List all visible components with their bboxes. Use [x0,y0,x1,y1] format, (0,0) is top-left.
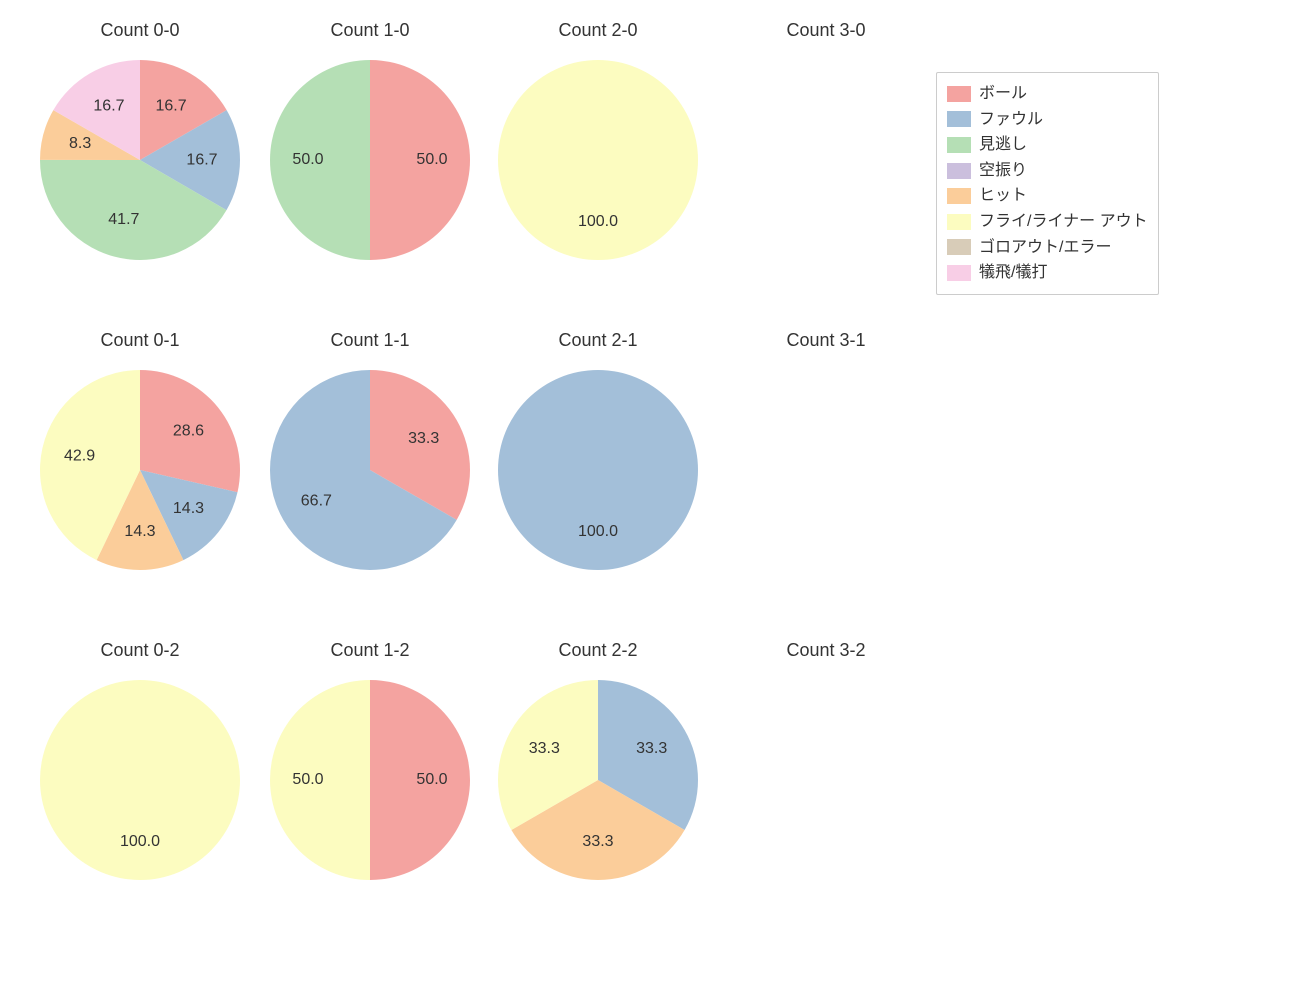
pie-panel: Count 0-0 16.7 16.7 41.7 8.3 16.7 [30,20,250,300]
pie-slice-label: 14.3 [124,523,155,540]
pie-chart: 28.6 14.3 14.3 42.9 [40,370,240,570]
legend-label: 犠飛/犠打 [979,260,1047,286]
panel-title: Count 1-0 [260,20,480,41]
panel-title: Count 2-0 [488,20,708,41]
pie-chart: 33.3 33.3 33.3 [498,680,698,880]
pie-wrap: 33.3 33.3 33.3 [498,680,698,885]
pie-slice-label: 50.0 [292,771,323,788]
pie-panel: Count 2-0 100.0 [488,20,708,300]
pie-chart: 33.3 66.7 [270,370,470,570]
legend-label: ボール [979,81,1027,107]
pie-panel: Count 2-1 100.0 [488,330,708,610]
legend-swatch [947,163,971,179]
panel-title: Count 3-2 [716,640,936,661]
legend-item: 見逃し [947,132,1148,158]
legend-label: ファウル [979,107,1043,133]
pie-chart: 50.0 50.0 [270,60,470,260]
pie-panel: Count 1-2 50.0 50.0 [260,640,480,920]
pie-slice-label: 33.3 [636,740,667,757]
pie-chart [726,370,926,570]
pie-panel: Count 3-0 [716,20,936,300]
pie-chart [726,680,926,880]
pie-panel: Count 1-1 33.3 66.7 [260,330,480,610]
panel-title: Count 0-2 [30,640,250,661]
pie-chart [726,60,926,260]
panel-title: Count 2-1 [488,330,708,351]
pie-slice-label: 33.3 [408,430,439,447]
pie-wrap: 28.6 14.3 14.3 42.9 [40,370,240,575]
chart-grid: Count 0-0 16.7 16.7 41.7 8.3 16.7 Count 1-0 50.… [0,0,1300,1000]
legend-label: ヒット [979,183,1027,209]
pie-slice-label: 66.7 [301,492,332,509]
legend-item: ヒット [947,183,1148,209]
pie-panel: Count 1-0 50.0 50.0 [260,20,480,300]
pie-wrap: 50.0 50.0 [270,680,470,885]
legend-label: フライ/ライナー アウト [979,209,1148,235]
panel-title: Count 1-1 [260,330,480,351]
pie-wrap: 100.0 [498,60,698,265]
pie-chart: 100.0 [498,60,698,260]
pie-wrap [726,370,926,575]
legend-swatch [947,188,971,204]
pie-chart: 16.7 16.7 41.7 8.3 16.7 [40,60,240,260]
pie-panel: Count 3-2 [716,640,936,920]
panel-title: Count 3-0 [716,20,936,41]
pie-slice-label: 42.9 [64,447,95,464]
pie-slice-label: 8.3 [69,135,91,152]
panel-title: Count 1-2 [260,640,480,661]
pie-chart: 100.0 [40,680,240,880]
pie-slice-label: 100.0 [578,523,618,540]
pie-slice-label: 16.7 [155,98,186,115]
pie-wrap: 50.0 50.0 [270,60,470,265]
legend-swatch [947,111,971,127]
pie-wrap [726,60,926,265]
pie-slice-label: 50.0 [416,771,447,788]
pie-slice-label: 16.7 [186,151,217,168]
pie-wrap: 100.0 [498,370,698,575]
panel-title: Count 3-1 [716,330,936,351]
legend-item: ゴロアウト/エラー [947,235,1148,261]
legend-item: ファウル [947,107,1148,133]
legend-label: ゴロアウト/エラー [979,235,1111,261]
pie-chart: 100.0 [498,370,698,570]
legend-swatch [947,214,971,230]
pie-slice-label: 41.7 [108,211,139,228]
pie-wrap: 16.7 16.7 41.7 8.3 16.7 [40,60,240,265]
pie-panel: Count 3-1 [716,330,936,610]
pie-slice-label: 33.3 [582,833,613,850]
legend: ボールファウル見逃し空振りヒットフライ/ライナー アウトゴロアウト/エラー犠飛/… [936,72,1159,295]
pie-wrap: 33.3 66.7 [270,370,470,575]
legend-item: 犠飛/犠打 [947,260,1148,286]
legend-item: フライ/ライナー アウト [947,209,1148,235]
panel-title: Count 2-2 [488,640,708,661]
legend-item: 空振り [947,158,1148,184]
pie-panel: Count 0-1 28.6 14.3 14.3 42.9 [30,330,250,610]
legend-swatch [947,265,971,281]
pie-slice-label: 50.0 [292,151,323,168]
pie-slice-label: 14.3 [173,500,204,517]
legend-label: 空振り [979,158,1027,184]
legend-label: 見逃し [979,132,1027,158]
pie-wrap: 100.0 [40,680,240,885]
pie-slice-label: 16.7 [93,98,124,115]
legend-swatch [947,137,971,153]
pie-panel: Count 0-2 100.0 [30,640,250,920]
panel-title: Count 0-0 [30,20,250,41]
pie-slice-label: 28.6 [173,423,204,440]
pie-slice-label: 100.0 [578,213,618,230]
pie-panel: Count 2-2 33.3 33.3 33.3 [488,640,708,920]
pie-chart: 50.0 50.0 [270,680,470,880]
panel-title: Count 0-1 [30,330,250,351]
legend-item: ボール [947,81,1148,107]
pie-wrap [726,680,926,885]
pie-slice-label: 100.0 [120,833,160,850]
legend-swatch [947,239,971,255]
legend-swatch [947,86,971,102]
pie-slice-label: 33.3 [529,740,560,757]
pie-slice-label: 50.0 [416,151,447,168]
